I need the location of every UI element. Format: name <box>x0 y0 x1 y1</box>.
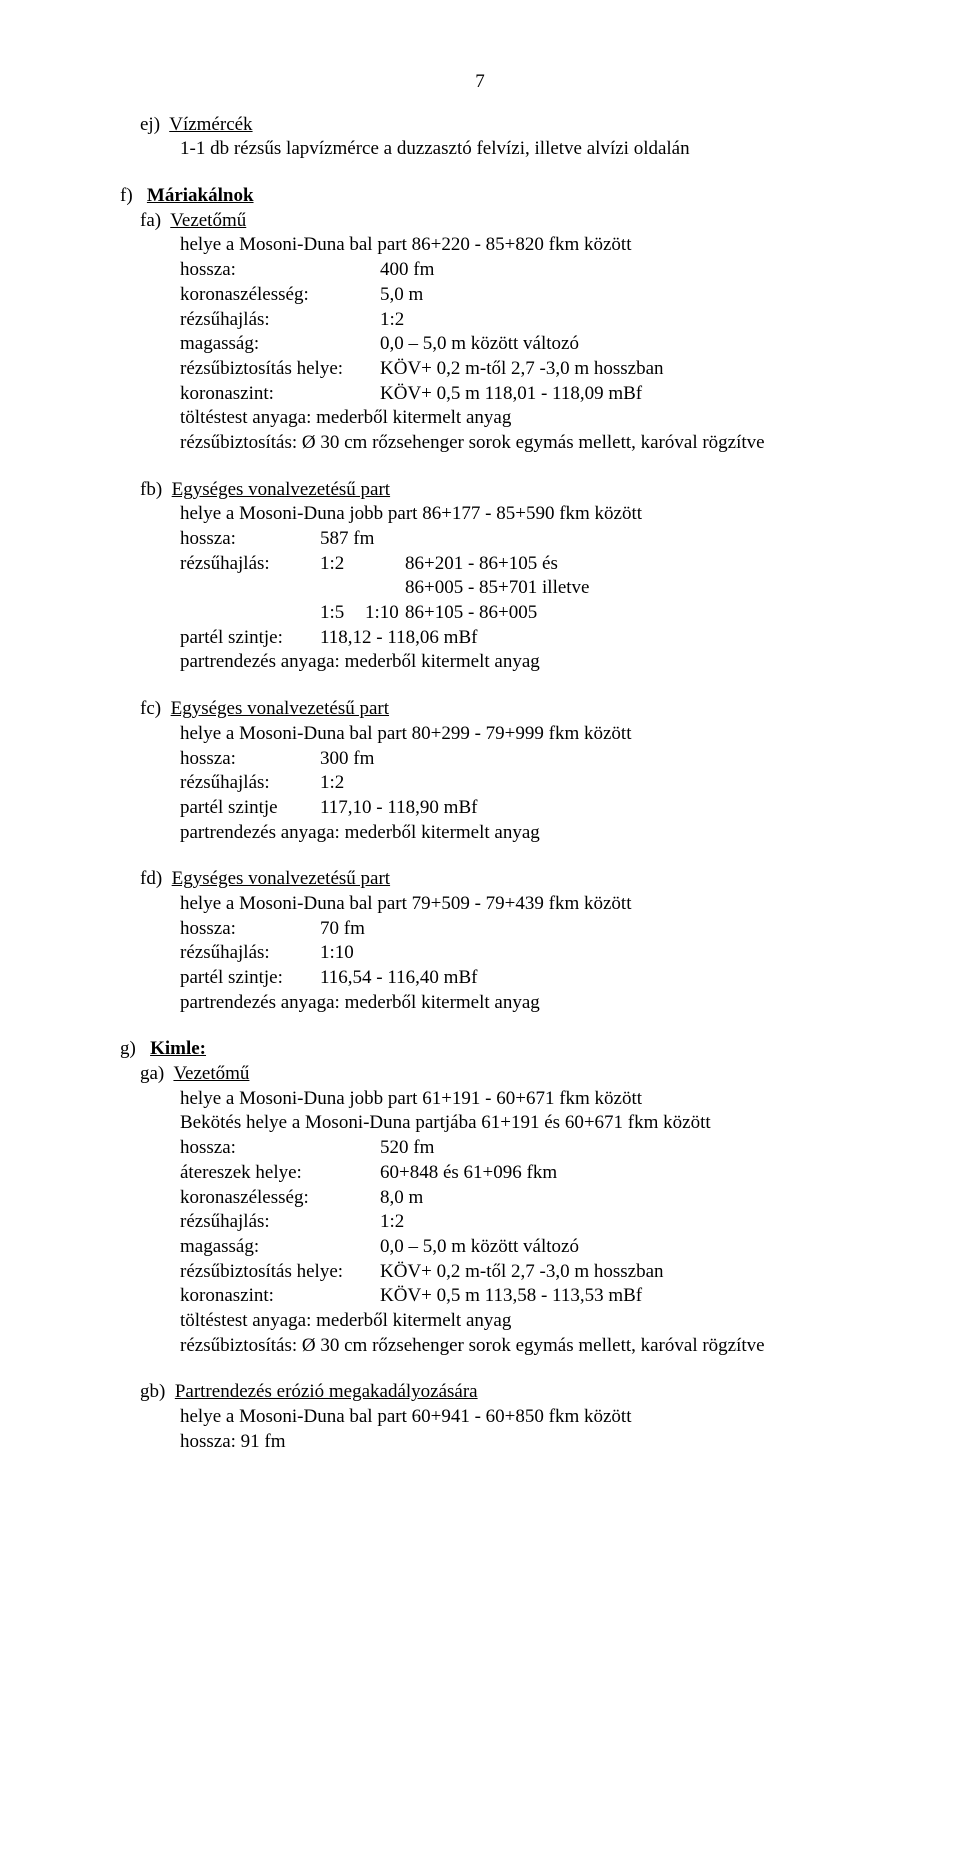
fb-hossza-v: 587 fm <box>320 527 374 552</box>
section-fb: fb) Egységes vonalvezetésű part helye a … <box>100 478 860 676</box>
fd-rh-v: 1:10 <box>320 941 354 966</box>
ga-rbh-l: rézsűbiztosítás helye: <box>180 1260 380 1285</box>
ga-magassag-l: magasság: <box>180 1235 380 1260</box>
fc-loc: helye a Mosoni-Duna bal part 80+299 - 79… <box>180 722 860 747</box>
fd-partel-v: 116,54 - 116,40 mBf <box>320 966 477 991</box>
fa-rezsubiz: rézsűbiztosítás: Ø 30 cm rőzsehenger sor… <box>180 431 860 456</box>
fc-rh-v: 1:2 <box>320 771 344 796</box>
fb-rh-v3a: 1:5 <box>320 601 365 626</box>
fb-rh-v1b: 86+201 - 86+105 és <box>405 552 558 577</box>
ga-rh-l: rézsűhajlás: <box>180 1210 380 1235</box>
fa-koronaszel-v: 5,0 m <box>380 283 423 308</box>
fa-hossza-l: hossza: <box>180 258 380 283</box>
fa-magassag-v: 0,0 – 5,0 m között változó <box>380 332 579 357</box>
title-ej: Vízmércék <box>169 114 252 135</box>
ej-line1: 1-1 db rézsűs lapvízmérce a duzzasztó fe… <box>180 137 860 162</box>
fc-rh-l: rézsűhajlás: <box>180 771 320 796</box>
section-fd: fd) Egységes vonalvezetésű part helye a … <box>100 867 860 1015</box>
title-gb: Partrendezés erózió megakadályozására <box>175 1381 478 1402</box>
title-fd: Egységes vonalvezetésű part <box>172 868 390 889</box>
section-f: f) Máriakálnok <box>100 184 860 209</box>
title-f: Máriakálnok <box>147 185 254 206</box>
ga-loc: helye a Mosoni-Duna jobb part 61+191 - 6… <box>180 1087 860 1112</box>
marker-fc: fc) <box>140 697 161 722</box>
section-fc: fc) Egységes vonalvezetésű part helye a … <box>100 697 860 845</box>
ga-hossza-v: 520 fm <box>380 1136 434 1161</box>
fb-partel-l: partél szintje: <box>180 626 320 651</box>
fd-hossza-l: hossza: <box>180 917 320 942</box>
fc-partel-v: 117,10 - 118,90 mBf <box>320 796 477 821</box>
fb-rh-v3c: 86+105 - 86+005 <box>405 601 537 626</box>
fa-magassag-l: magasság: <box>180 332 380 357</box>
marker-g: g) <box>120 1037 136 1062</box>
fb-rh-v2: 86+005 - 85+701 illetve <box>180 576 860 601</box>
fd-anyag: partrendezés anyaga: mederből kitermelt … <box>180 991 860 1016</box>
fb-rh-v1a: 1:2 <box>320 552 405 577</box>
ga-rh-v: 1:2 <box>380 1210 404 1235</box>
title-g: Kimle: <box>150 1038 206 1059</box>
fa-rbh-v: KÖV+ 0,2 m-től 2,7 -3,0 m hosszban <box>380 357 664 382</box>
section-gb: gb) Partrendezés erózió megakadályozásár… <box>100 1380 860 1454</box>
fd-hossza-v: 70 fm <box>320 917 365 942</box>
ga-ateresz-v: 60+848 és 61+096 fkm <box>380 1161 557 1186</box>
fb-anyag: partrendezés anyaga: mederből kitermelt … <box>180 650 860 675</box>
ga-hossza-l: hossza: <box>180 1136 380 1161</box>
title-ga: Vezetőmű <box>173 1063 249 1084</box>
marker-f: f) <box>120 184 133 209</box>
section-ej: ej) Vízmércék 1-1 db rézsűs lapvízmérce … <box>100 113 860 162</box>
fa-loc: helye a Mosoni-Duna bal part 86+220 - 85… <box>180 233 860 258</box>
fa-toltestest: töltéstest anyaga: mederből kitermelt an… <box>180 406 860 431</box>
ga-magassag-v: 0,0 – 5,0 m között változó <box>380 1235 579 1260</box>
marker-ej: ej) <box>140 113 160 138</box>
fc-hossza-l: hossza: <box>180 747 320 772</box>
ga-rezsubiz: rézsűbiztosítás: Ø 30 cm rőzsehenger sor… <box>180 1334 860 1359</box>
section-g: g) Kimle: <box>100 1037 860 1062</box>
fd-rh-l: rézsűhajlás: <box>180 941 320 966</box>
fb-rh-v3b: 1:10 <box>365 601 405 626</box>
fa-koronaszel-l: koronaszélesség: <box>180 283 380 308</box>
fb-loc: helye a Mosoni-Duna jobb part 86+177 - 8… <box>180 502 860 527</box>
section-ga: ga) Vezetőmű helye a Mosoni-Duna jobb pa… <box>100 1062 860 1358</box>
ga-toltestest: töltéstest anyaga: mederből kitermelt an… <box>180 1309 860 1334</box>
fa-hossza-v: 400 fm <box>380 258 434 283</box>
page-number: 7 <box>100 70 860 95</box>
fa-ksz-v: KÖV+ 0,5 m 118,01 - 118,09 mBf <box>380 382 642 407</box>
fc-anyag: partrendezés anyaga: mederből kitermelt … <box>180 821 860 846</box>
fb-rh-l: rézsűhajlás: <box>180 552 320 577</box>
fd-loc: helye a Mosoni-Duna bal part 79+509 - 79… <box>180 892 860 917</box>
marker-ga: ga) <box>140 1062 164 1087</box>
fa-rh-l: rézsűhajlás: <box>180 308 380 333</box>
fb-partel-v: 118,12 - 118,06 mBf <box>320 626 477 651</box>
fb-hossza-l: hossza: <box>180 527 320 552</box>
ga-koronaszel-l: koronaszélesség: <box>180 1186 380 1211</box>
title-fa: Vezetőmű <box>170 210 246 231</box>
gb-loc: helye a Mosoni-Duna bal part 60+941 - 60… <box>180 1405 860 1430</box>
ga-koronaszel-v: 8,0 m <box>380 1186 423 1211</box>
ga-rbh-v: KÖV+ 0,2 m-től 2,7 -3,0 m hosszban <box>380 1260 664 1285</box>
fc-partel-l: partél szintje <box>180 796 320 821</box>
title-fc: Egységes vonalvezetésű part <box>171 698 389 719</box>
fc-hossza-v: 300 fm <box>320 747 374 772</box>
fa-ksz-l: koronaszint: <box>180 382 380 407</box>
section-fa: fa) Vezetőmű helye a Mosoni-Duna bal par… <box>100 209 860 456</box>
marker-fa: fa) <box>140 209 161 234</box>
ga-ksz-l: koronaszint: <box>180 1284 380 1309</box>
title-fb: Egységes vonalvezetésű part <box>172 479 390 500</box>
ga-ksz-v: KÖV+ 0,5 m 113,58 - 113,53 mBf <box>380 1284 642 1309</box>
ga-ateresz-l: átereszek helye: <box>180 1161 380 1186</box>
marker-fb: fb) <box>140 478 162 503</box>
fa-rbh-l: rézsűbiztosítás helye: <box>180 357 380 382</box>
fa-rh-v: 1:2 <box>380 308 404 333</box>
marker-gb: gb) <box>140 1380 165 1405</box>
gb-hossza: hossza: 91 fm <box>180 1430 860 1455</box>
fd-partel-l: partél szintje: <box>180 966 320 991</box>
ga-bekotes: Bekötés helye a Mosoni-Duna partjába 61+… <box>180 1111 860 1136</box>
marker-fd: fd) <box>140 867 162 892</box>
